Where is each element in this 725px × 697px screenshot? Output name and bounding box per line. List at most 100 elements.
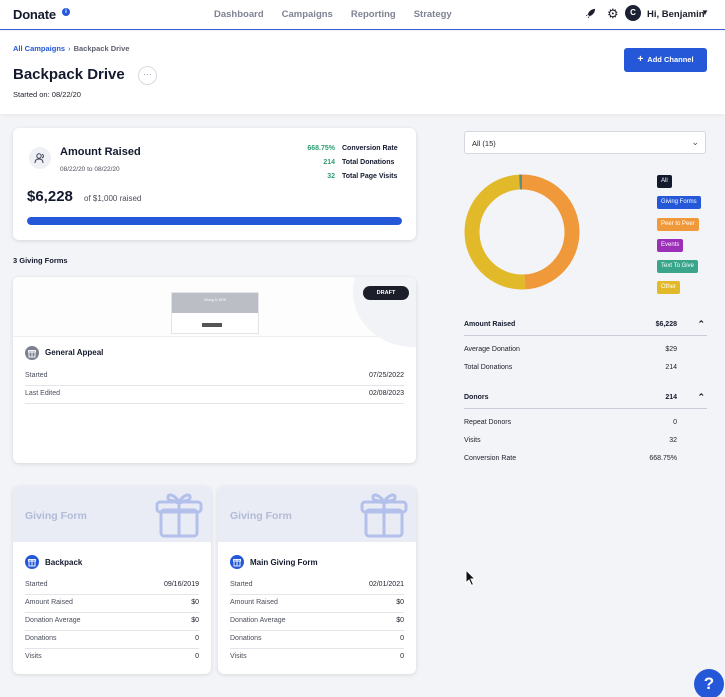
row-label: Average Donation	[464, 346, 520, 353]
form-row: Started 09/16/2019	[25, 577, 199, 595]
form-row-started: Started 07/25/2022	[25, 368, 404, 386]
form-row-last-edited: Last Edited 02/08/2023	[25, 386, 404, 404]
help-button[interactable]: ?	[694, 669, 724, 697]
row-label: Visits	[230, 653, 247, 660]
breadcrumb: All Campaigns › Backpack Drive	[13, 44, 129, 53]
more-options-icon[interactable]: ···	[138, 66, 157, 85]
form-row: Donation Average $0	[230, 613, 404, 631]
amount-raised-title: Amount Raised	[60, 146, 141, 158]
stat-donations-label: Total Donations	[342, 159, 395, 166]
form-row: Started 02/01/2021	[230, 577, 404, 595]
gear-icon[interactable]: ⚙	[607, 6, 619, 21]
thumbnail-button	[202, 323, 222, 327]
main-nav: Dashboard Campaigns Reporting Strategy	[214, 9, 470, 20]
breadcrumb-all-campaigns[interactable]: All Campaigns	[13, 44, 66, 53]
section-value: 214	[665, 394, 677, 401]
row-value: $0	[191, 617, 199, 624]
raised-amount: $6,228	[27, 188, 73, 205]
donors-section-header[interactable]: Donors 214 ⌃	[464, 390, 707, 409]
stat-value: 32	[327, 173, 335, 180]
stat-visits-label: Total Page Visits	[342, 173, 398, 180]
gift-icon	[25, 555, 39, 569]
row-value: 0	[400, 653, 404, 660]
row-value: $0	[191, 599, 199, 606]
raised-goal: of $1,000 raised	[84, 194, 142, 203]
general-appeal-card[interactable]: Giving to DRK DRAFT General Appeal Start…	[13, 277, 416, 463]
rocket-icon[interactable]	[585, 8, 596, 22]
form-name: General Appeal	[45, 348, 104, 357]
thumbnail-title: Giving to DRK	[203, 298, 227, 302]
row-label: Amount Raised	[25, 599, 73, 606]
form-name: Main Giving Form	[250, 558, 318, 567]
form-row: Donations 0	[25, 631, 199, 649]
donut-segment-text-to-give[interactable]	[464, 174, 580, 290]
stat-value: 668.75%	[307, 145, 335, 152]
row-label: Conversion Rate	[464, 455, 517, 462]
donors-icon	[29, 147, 51, 169]
legend-all[interactable]: All	[657, 175, 672, 188]
app-logo[interactable]: Donate	[13, 7, 56, 22]
row-value: 32	[669, 437, 677, 444]
legend-other[interactable]: Other	[657, 281, 681, 294]
chevron-up-icon: ⌃	[697, 319, 705, 329]
form-banner: Giving Form	[13, 486, 211, 542]
legend-text-to-give[interactable]: Text To Give	[657, 260, 698, 273]
nav-campaigns[interactable]: Campaigns	[281, 9, 333, 20]
date-range: 08/22/20 to 08/22/20	[60, 166, 120, 173]
plus-icon: +	[637, 54, 644, 65]
row-label: Started	[25, 581, 48, 588]
row-value: 02/08/2023	[368, 390, 404, 397]
breadcrumb-current: Backpack Drive	[73, 44, 130, 53]
donut-segment-other[interactable]	[464, 174, 580, 290]
thumbnail-banner: Giving to DRK	[172, 293, 258, 313]
row-value: 0	[195, 635, 199, 642]
row-label: Donation Average	[230, 617, 286, 624]
started-date: Started on: 08/22/20	[13, 90, 81, 99]
gift-icon	[25, 346, 39, 360]
form-row: Visits 0	[25, 649, 199, 667]
section-value: $6,228	[655, 321, 677, 328]
avatar[interactable]: C	[625, 5, 641, 21]
amount-raised-section-header[interactable]: Amount Raised $6,228 ⌃	[464, 317, 707, 336]
chevron-down-icon[interactable]: ▼	[701, 8, 709, 17]
legend-peer-to-peer[interactable]: Peer to Peer	[657, 218, 699, 231]
row-label: Donation Average	[25, 617, 81, 624]
filter-value: All (15)	[472, 139, 496, 148]
form-row: Amount Raised $0	[230, 595, 404, 613]
gift-icon	[153, 488, 205, 547]
row-value: 0	[400, 635, 404, 642]
row-label: Visits	[464, 437, 481, 444]
giving-form-card-backpack[interactable]: Giving Form Backpack Started 09/16/2019 A…	[13, 486, 211, 674]
row-label: Repeat Donors	[464, 419, 512, 426]
row-label: Last Edited	[25, 390, 61, 397]
giving-form-card-main[interactable]: Giving Form Main Giving Form Started 02/0…	[218, 486, 416, 674]
nav-dashboard[interactable]: Dashboard	[214, 9, 264, 20]
legend-giving-forms[interactable]: Giving Forms	[657, 196, 701, 209]
form-banner-label: Giving Form	[230, 510, 292, 522]
user-greeting[interactable]: Hi, Benjamin	[647, 9, 705, 20]
row-value: $0	[396, 599, 404, 606]
form-thumbnail: Giving to DRK	[171, 292, 259, 334]
chevron-down-icon: ⌄	[691, 137, 699, 147]
form-preview: Giving to DRK DRAFT	[13, 277, 416, 347]
legend-events[interactable]: Events	[657, 239, 684, 252]
row-value: 668.75%	[649, 455, 677, 462]
page-title: Backpack Drive	[13, 66, 125, 83]
nav-strategy[interactable]: Strategy	[413, 9, 452, 20]
channel-filter-select[interactable]: All (15) ⌄	[464, 131, 706, 154]
form-row: Donations 0	[230, 631, 404, 649]
row-value: 09/16/2019	[163, 581, 199, 588]
row-value: 214	[665, 364, 677, 371]
row-label: Donations	[230, 635, 262, 642]
row-label: Visits	[25, 653, 42, 660]
info-icon[interactable]: i	[62, 8, 70, 16]
row-label: Started	[230, 581, 253, 588]
row-value: 02/01/2021	[368, 581, 404, 588]
mouse-cursor-icon	[465, 568, 477, 592]
form-banner-label: Giving Form	[25, 510, 87, 522]
nav-reporting[interactable]: Reporting	[350, 9, 396, 20]
row-value: $29	[665, 346, 677, 353]
add-channel-button[interactable]: + Add Channel	[624, 48, 707, 72]
row-value: $0	[396, 617, 404, 624]
stat-value: 214	[323, 159, 335, 166]
